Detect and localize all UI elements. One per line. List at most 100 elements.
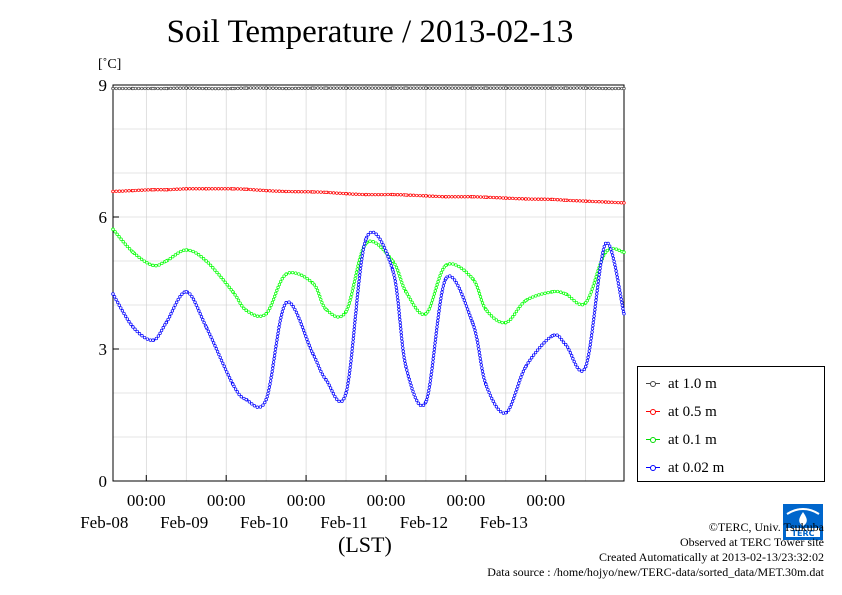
data-point — [427, 385, 432, 389]
data-point — [550, 197, 555, 202]
legend-label: at 0.1 m — [668, 431, 717, 448]
data-point — [616, 86, 621, 91]
data-point — [316, 190, 320, 194]
data-point — [271, 297, 276, 302]
data-point — [131, 86, 135, 91]
data-point — [191, 187, 195, 191]
data-point — [223, 367, 228, 371]
data-point — [159, 328, 164, 333]
data-point — [531, 353, 536, 357]
data-point — [475, 195, 480, 199]
data-point — [261, 86, 266, 90]
x-tick-label: 00:00 — [207, 491, 246, 510]
data-point — [140, 86, 144, 91]
data-point — [477, 347, 481, 351]
data-point — [390, 86, 395, 90]
data-point — [175, 300, 179, 304]
data-point — [434, 334, 438, 339]
data-point — [531, 295, 535, 299]
data-point — [418, 403, 423, 408]
data-point — [619, 201, 624, 205]
data-point — [304, 334, 308, 338]
data-point — [142, 259, 146, 263]
data-point — [347, 372, 352, 376]
data-point — [231, 382, 235, 386]
data-point — [479, 360, 483, 364]
data-point — [271, 86, 275, 90]
data-point — [239, 86, 243, 90]
x-axis-label: (LST) — [338, 532, 392, 557]
x-date-label: Feb-10 — [240, 513, 288, 532]
data-point — [350, 353, 354, 357]
data-point — [586, 355, 590, 359]
data-point — [279, 279, 283, 284]
data-point — [178, 86, 182, 90]
data-point — [428, 379, 433, 383]
data-point — [467, 310, 471, 314]
data-point — [612, 259, 616, 264]
data-point — [544, 338, 548, 343]
data-point — [357, 261, 361, 265]
data-point — [374, 232, 378, 236]
data-point — [156, 86, 160, 91]
data-point — [474, 334, 479, 339]
data-point — [297, 272, 301, 276]
data-point — [266, 309, 270, 313]
data-point — [188, 86, 192, 90]
data-point — [233, 293, 237, 297]
data-point — [571, 357, 575, 361]
data-point — [437, 194, 441, 199]
data-point — [268, 86, 272, 90]
data-point — [294, 310, 299, 315]
data-point — [572, 359, 576, 364]
legend-item-0-02m: at 0.02 m — [646, 457, 724, 479]
data-point — [200, 86, 205, 91]
data-point — [201, 257, 206, 261]
data-point — [358, 270, 362, 274]
data-point — [438, 300, 443, 304]
data-point — [137, 255, 141, 260]
data-point — [117, 303, 121, 307]
data-point — [143, 188, 147, 192]
data-point — [169, 312, 173, 316]
legend-item-1-0m: at 1.0 m — [646, 373, 717, 395]
data-point — [504, 86, 508, 90]
data-point — [463, 86, 467, 90]
data-point — [137, 332, 142, 336]
data-point — [492, 86, 496, 90]
data-point — [311, 281, 315, 285]
data-point — [581, 199, 585, 203]
data-point — [181, 187, 185, 191]
data-point — [462, 298, 466, 302]
data-point — [252, 404, 257, 408]
data-point — [168, 187, 173, 192]
data-point — [379, 245, 383, 249]
data-point — [338, 86, 342, 90]
data-point — [268, 382, 272, 386]
data-point — [191, 249, 195, 254]
data-point — [491, 399, 495, 403]
data-point — [204, 187, 208, 191]
data-point — [510, 399, 515, 404]
data-point — [268, 189, 272, 193]
data-point — [592, 281, 596, 285]
data-point — [595, 292, 599, 296]
data-point — [220, 86, 224, 91]
data-point — [595, 289, 599, 293]
data-point — [546, 336, 551, 341]
data-point — [353, 318, 357, 322]
data-point — [237, 392, 241, 397]
data-point — [344, 192, 348, 196]
data-point — [492, 316, 496, 320]
data-point — [226, 373, 230, 377]
data-point — [613, 200, 617, 205]
data-point — [594, 86, 598, 90]
data-point — [389, 264, 393, 268]
data-point — [373, 86, 378, 90]
data-point — [317, 366, 322, 371]
data-point — [611, 256, 616, 261]
data-point — [540, 86, 544, 90]
data-point — [604, 86, 608, 91]
data-point — [491, 195, 496, 200]
data-point — [393, 276, 397, 280]
